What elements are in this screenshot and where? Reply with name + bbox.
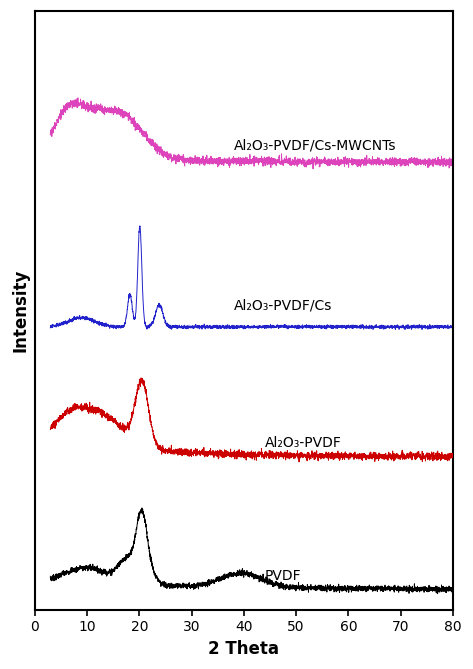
Text: Al₂O₃-PVDF: Al₂O₃-PVDF [265, 436, 342, 450]
X-axis label: 2 Theta: 2 Theta [209, 640, 280, 658]
Text: PVDF: PVDF [265, 569, 301, 583]
Y-axis label: Intensity: Intensity [11, 269, 29, 352]
Text: Al₂O₃-PVDF/Cs: Al₂O₃-PVDF/Cs [233, 299, 332, 313]
Text: Al₂O₃-PVDF/Cs-MWCNTs: Al₂O₃-PVDF/Cs-MWCNTs [233, 138, 396, 153]
